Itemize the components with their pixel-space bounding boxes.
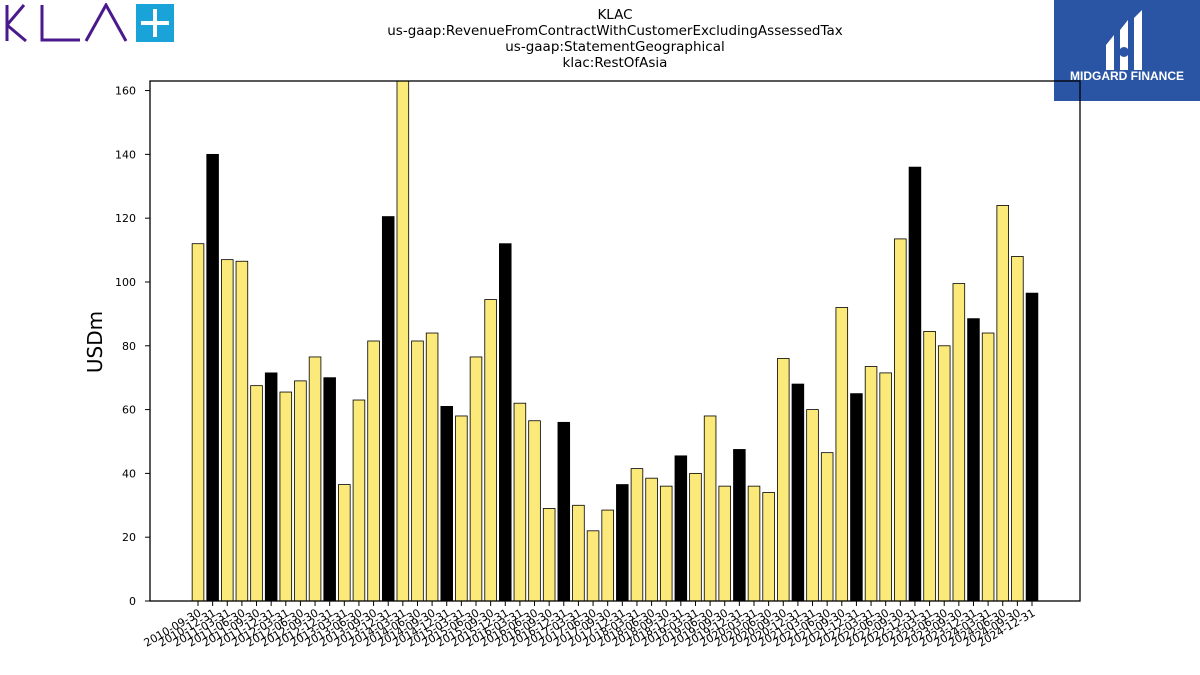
bar-2018-12-31 [674,455,688,602]
y-axis: 0 20 40 60 80 100 120 140 160 [115,85,150,608]
bar-2013-09-30 [367,340,380,602]
chart-title-concept: us-gaap:RevenueFromContractWithCustomerE… [387,23,843,39]
y-tick-label: 80 [122,340,136,353]
kla-plus-logo-icon [5,3,174,43]
bar-2017-09-30 [601,509,614,602]
bar-2016-09-30 [542,508,556,602]
bar-2019-12-31 [733,449,746,602]
bar-2011-03-31 [221,259,234,602]
bar-2024-09-30 [1011,256,1024,602]
bar-2018-06-30 [645,477,658,602]
bar-2016-06-30 [528,420,541,602]
bar-2015-09-30 [484,299,497,602]
chart-title-ticker: KLAC [597,7,633,23]
bar-2024-12-31 [1025,292,1039,602]
midgard-finance-logo-icon: MIDGARD FINANCE [1054,0,1200,101]
bar-2022-12-31 [908,166,922,602]
bar-2011-12-31 [264,372,278,602]
bar-2017-03-31 [572,504,585,602]
bar-2018-09-30 [659,485,673,602]
bar-2015-06-30 [469,356,483,602]
bar-2023-03-31 [923,331,936,602]
bar-2016-12-31 [557,421,571,602]
bar-2022-06-30 [879,372,892,602]
y-tick-label: 160 [115,85,136,98]
bar-2012-06-30 [294,380,307,602]
bar-2014-12-31 [440,405,453,602]
bar-2011-09-30 [250,385,263,602]
bar-2015-03-31 [455,415,468,602]
bar-2015-12-31 [499,243,512,602]
bar-2017-06-30 [586,530,600,602]
y-axis-label: USDm [83,311,107,373]
bar-2020-03-31 [747,485,761,602]
bar-2020-09-30 [777,358,790,602]
bar-2016-03-31 [513,402,527,602]
bar-series [191,80,1039,602]
plot-frame [149,80,1081,602]
bar-2010-12-31 [206,153,219,602]
y-tick-label: 100 [115,276,136,289]
bar-2021-03-31 [806,409,819,602]
chart-title-axis: us-gaap:StatementGeographical [505,39,725,55]
y-tick-label: 140 [115,148,136,161]
bar-2014-06-30 [411,340,424,602]
bar-2019-09-30 [718,485,731,602]
y-tick-label: 120 [115,212,136,225]
bar-2022-09-30 [894,238,907,602]
bar-2014-09-30 [425,332,439,602]
y-tick-label: 0 [129,595,136,608]
bar-2014-03-31 [396,80,410,602]
bar-2010-09-30 [191,243,205,602]
bar-2024-06-30 [996,205,1009,602]
bar-2013-12-31 [381,216,395,602]
bar-2019-03-31 [689,472,702,602]
bar-2018-03-31 [630,468,644,602]
y-tick-label: 40 [122,467,136,480]
bar-2021-09-30 [835,307,849,602]
bar-2017-12-31 [616,484,629,602]
bar-2013-06-30 [352,399,366,602]
midgard-logo-text: MIDGARD FINANCE [1070,69,1184,83]
y-tick-label: 60 [122,404,136,417]
bar-2013-03-31 [338,484,351,602]
bar-2021-12-31 [850,393,863,602]
bar-2019-06-30 [703,415,717,602]
chart-title-member: klac:RestOfAsia [562,55,668,71]
bar-2023-06-30 [937,345,951,602]
bar-2023-12-31 [967,318,980,602]
bar-2020-06-30 [762,492,775,602]
x-axis: 2010-09-302010-12-312011-03-312011-06-30… [142,601,1038,650]
bar-2012-09-30 [308,356,322,602]
bar-2012-12-31 [323,377,336,602]
bar-2021-06-30 [820,452,834,602]
bar-2011-06-30 [235,260,249,602]
bar-2012-03-31 [279,391,293,602]
bar-2022-03-31 [864,366,878,602]
bar-2020-12-31 [791,383,805,602]
y-tick-label: 20 [122,531,136,544]
bar-2024-03-31 [981,332,995,602]
bar-2023-09-30 [952,283,966,602]
